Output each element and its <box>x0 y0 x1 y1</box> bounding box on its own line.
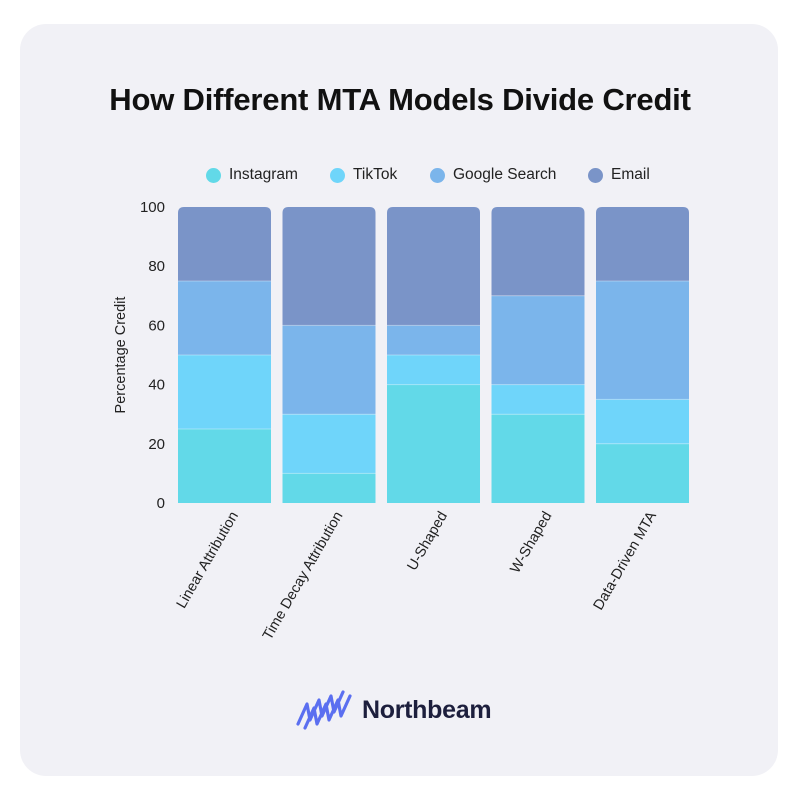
bar-segment-google-search <box>596 281 689 400</box>
y-axis-label: Percentage Credit <box>113 297 129 414</box>
legend-swatch <box>206 167 221 183</box>
bar-segment-tiktok <box>491 384 585 415</box>
legend-label: TikTok <box>353 166 398 183</box>
legend-label: Email <box>611 166 650 183</box>
bar-segment-instagram <box>178 429 271 503</box>
bar-stack-4 <box>596 207 689 503</box>
legend-item: TikTok <box>330 166 397 184</box>
x-tick-label: Time Decay Attribution <box>260 509 347 643</box>
x-tick-label: Linear Attribution <box>174 509 242 611</box>
legend-item: Email <box>588 166 650 184</box>
y-tick-label: 60 <box>148 317 165 334</box>
legend-swatch <box>430 167 445 183</box>
legend-item: Google Search <box>430 166 556 184</box>
y-tick-label: 0 <box>157 495 165 512</box>
bar-segment-email <box>491 207 585 296</box>
bar-stack-2 <box>387 207 480 503</box>
y-tick-label: 100 <box>140 199 165 216</box>
bar-stack-3 <box>491 207 585 503</box>
legend-swatch <box>330 167 345 183</box>
bar-segment-instagram <box>596 443 689 503</box>
bar-segment-google-search <box>491 295 585 385</box>
y-tick-label: 40 <box>148 377 165 394</box>
x-tick-label: U-Shaped <box>404 509 451 574</box>
bar-stack-0 <box>178 207 271 503</box>
bar-segment-tiktok <box>282 414 376 474</box>
x-tick-label: W-Shaped <box>507 509 555 576</box>
y-tick-label: 20 <box>148 436 165 453</box>
bar-segment-google-search <box>387 325 480 355</box>
legend-item: Instagram <box>206 166 298 184</box>
bar-segment-google-search <box>178 281 271 355</box>
chart-title: How Different MTA Models Divide Credit <box>109 82 691 117</box>
legend-label: Google Search <box>453 166 557 183</box>
bar-segment-google-search <box>282 325 376 415</box>
x-tick-label: Data-Driven MTA <box>591 509 660 613</box>
brand-logo: Northbeam <box>296 690 492 730</box>
northbeam-logo-icon <box>296 690 352 730</box>
chart-legend: Instagram TikTok Google Search Email <box>0 166 800 190</box>
legend-label: Instagram <box>229 166 298 183</box>
bar-segment-email <box>178 207 271 281</box>
y-tick-label: 80 <box>148 258 165 275</box>
legend-swatch <box>588 167 603 183</box>
bar-segment-email <box>387 207 480 326</box>
bar-segment-tiktok <box>178 355 271 429</box>
bar-segment-instagram <box>491 414 585 503</box>
bar-segment-instagram <box>282 473 376 503</box>
bar-segment-instagram <box>387 384 480 503</box>
bar-segment-tiktok <box>387 355 480 385</box>
bar-segment-email <box>596 207 689 281</box>
bar-stack-1 <box>282 207 376 503</box>
brand-name: Northbeam <box>362 695 492 724</box>
bar-segment-email <box>282 207 376 326</box>
bar-segment-tiktok <box>596 399 689 444</box>
